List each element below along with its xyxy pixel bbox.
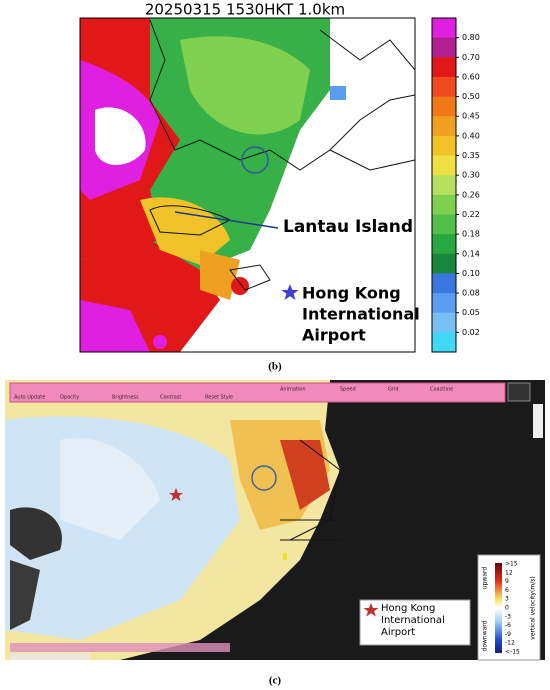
colorbar-segment bbox=[432, 57, 456, 78]
colorbar-label: 0.14 bbox=[462, 249, 480, 258]
toolbar: Auto Update Opacity Brightness Contrast Rese… bbox=[14, 387, 453, 401]
colorbar-label: 12 bbox=[505, 569, 513, 576]
toolbar-item: Grid bbox=[388, 387, 399, 393]
colorbar-segment bbox=[432, 194, 456, 215]
colorbar-label: 0.70 bbox=[462, 53, 480, 62]
legend-label: Airport bbox=[381, 627, 415, 638]
colorbar-segment bbox=[432, 234, 456, 255]
colorbar-segment bbox=[432, 76, 456, 98]
downward-label: downward bbox=[482, 620, 489, 651]
airport-label: Airport bbox=[302, 326, 366, 345]
colorbar-label: 0.40 bbox=[462, 131, 480, 140]
colorbar-label: 0.26 bbox=[462, 190, 480, 199]
colorbar-label: 0.35 bbox=[462, 151, 480, 160]
colorbar-label: 0.45 bbox=[462, 112, 480, 121]
colorbar-segment bbox=[432, 273, 456, 294]
legend-label: International bbox=[381, 615, 445, 626]
colorbar-segment bbox=[432, 96, 456, 117]
panel-b-title: 20250315 1530HKT 1.0km bbox=[145, 1, 345, 19]
colorbar-label: 0.08 bbox=[462, 289, 480, 298]
toolbar-item: Animation bbox=[280, 387, 306, 393]
colorbar-segment bbox=[432, 293, 456, 314]
colorbar-segment bbox=[432, 253, 456, 274]
colorbar-label: 6 bbox=[505, 587, 509, 594]
colorbar-label: 0.22 bbox=[462, 210, 480, 219]
colorbar-label: >15 bbox=[505, 561, 518, 568]
colorbar-segment bbox=[432, 332, 456, 353]
colorbar-segment bbox=[432, 214, 456, 235]
colorbar-label: 0.80 bbox=[462, 33, 480, 42]
panel-b-map bbox=[80, 18, 415, 352]
colorbar-axis-label: vertical velocity(m/s) bbox=[530, 576, 537, 639]
airport-label: Hong Kong bbox=[302, 284, 401, 303]
colorbar-segment bbox=[432, 116, 456, 137]
panel-c-screenshot bbox=[5, 380, 545, 660]
airport-label: International bbox=[302, 305, 420, 324]
caption: (c) bbox=[269, 675, 282, 687]
colorbar-label: 0.18 bbox=[462, 230, 480, 239]
colorbar-segment bbox=[432, 135, 456, 157]
colorbar-label: 0.60 bbox=[462, 72, 480, 81]
colorbar-segment bbox=[432, 37, 456, 58]
colorbar-label: 0.02 bbox=[462, 328, 480, 337]
colorbar-label: <-15 bbox=[505, 649, 520, 656]
colorbar-segment bbox=[432, 175, 456, 196]
colorbar-label: 0 bbox=[505, 605, 509, 612]
upward-label: upward bbox=[482, 567, 489, 590]
colorbar-segment bbox=[432, 155, 456, 176]
colorbar-label: 9 bbox=[505, 578, 509, 585]
colorbar-label: -9 bbox=[505, 631, 511, 638]
colorbar-segment bbox=[432, 18, 456, 39]
toolbar-item: Brightness bbox=[112, 395, 139, 401]
panel-b-colorbar: 0.80 0.70 0.60 0.50 0.45 0.40 0.35 0.30 0.26 0.22… bbox=[431, 17, 480, 353]
colorbar-label: 0.10 bbox=[462, 269, 480, 278]
colorbar-label: 0.05 bbox=[462, 308, 480, 317]
colorbar-label: -6 bbox=[505, 622, 511, 629]
legend-label: Hong Kong bbox=[381, 603, 435, 614]
toolbar-item: Coastline bbox=[430, 387, 453, 393]
toolbar-item: Contrast bbox=[160, 395, 181, 401]
colorbar-label: -3 bbox=[505, 613, 511, 620]
toolbar-item: Speed bbox=[340, 387, 356, 393]
lantau-label: Lantau Island bbox=[283, 217, 413, 237]
colorbar-label: 0.30 bbox=[462, 171, 480, 180]
colorbar-frame bbox=[431, 17, 457, 353]
caption: (b) bbox=[268, 361, 282, 373]
colorbar-label: 0.50 bbox=[462, 92, 480, 101]
colorbar-label: -12 bbox=[505, 640, 515, 647]
colorbar-label: 3 bbox=[505, 596, 509, 603]
toolbar-item: Reset Style bbox=[205, 395, 233, 401]
toolbar-item: Auto Update bbox=[14, 395, 45, 401]
colorbar-segment bbox=[432, 312, 456, 333]
toolbar-item: Opacity bbox=[60, 395, 79, 401]
